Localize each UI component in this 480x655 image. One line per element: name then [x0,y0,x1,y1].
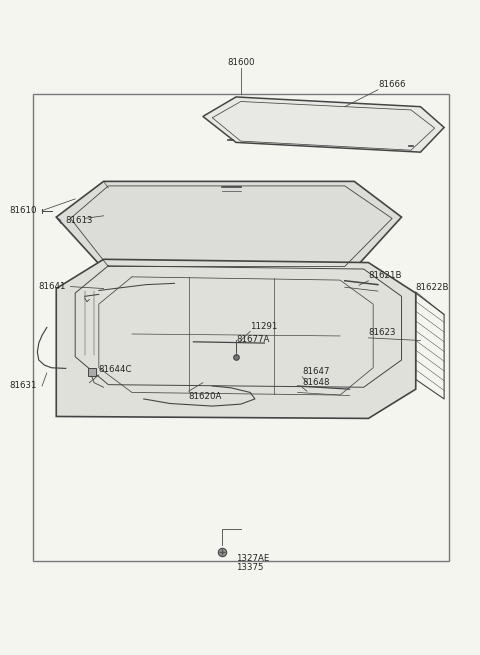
Text: 1327AE: 1327AE [236,553,269,563]
Polygon shape [203,97,444,152]
Text: 81620A: 81620A [189,392,222,401]
Text: 81613: 81613 [66,216,93,225]
Text: 81647: 81647 [302,367,330,376]
Text: 11291: 11291 [250,322,277,331]
Text: 81641: 81641 [38,282,66,291]
Text: 13375: 13375 [236,563,264,572]
Text: 81622B: 81622B [416,283,449,291]
Text: 81600: 81600 [227,58,254,67]
Polygon shape [56,181,402,269]
Polygon shape [56,259,416,419]
Text: 81644C: 81644C [99,365,132,374]
Text: 81631: 81631 [10,381,37,390]
Text: 81677A: 81677A [236,335,269,344]
Text: 81623: 81623 [369,328,396,337]
Text: 81610: 81610 [10,206,37,215]
Text: 81621B: 81621B [369,271,402,280]
Text: 81666: 81666 [378,80,406,89]
Text: 81648: 81648 [302,378,330,387]
